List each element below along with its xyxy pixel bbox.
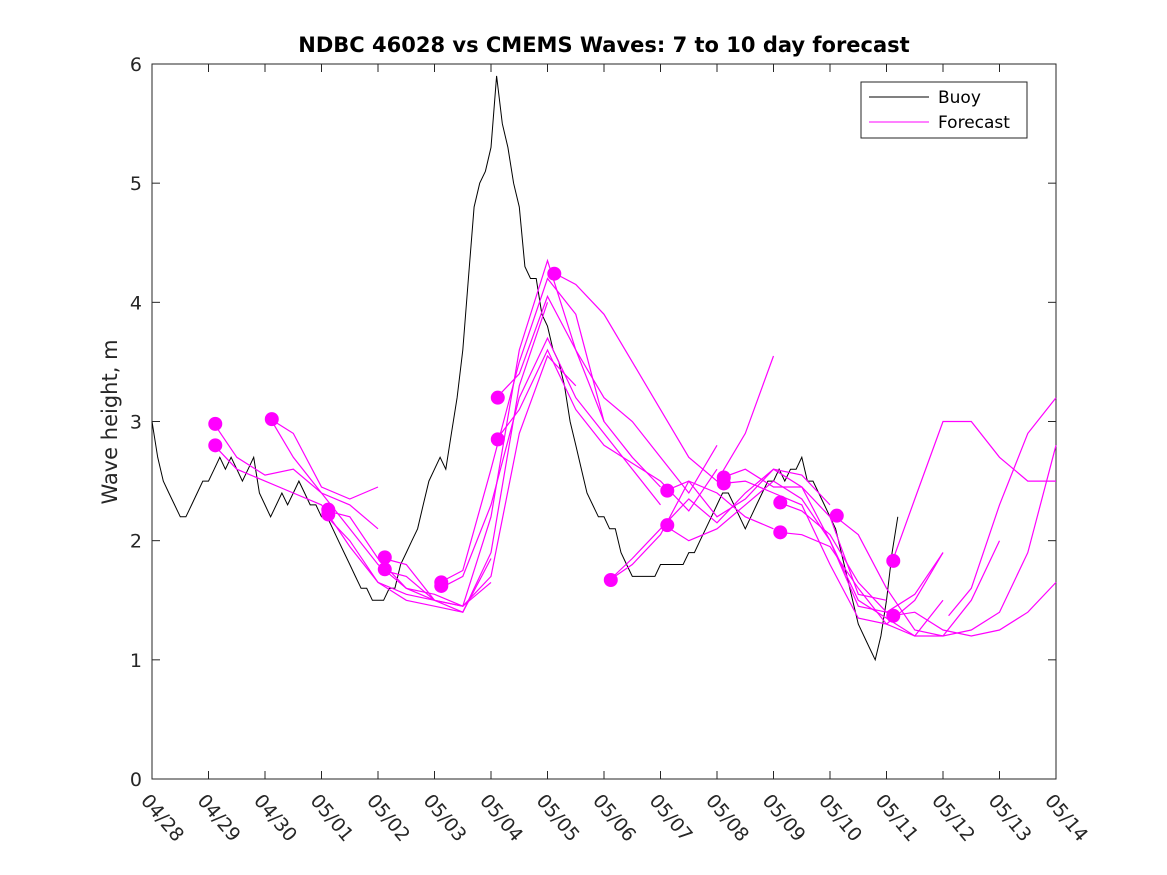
legend: Buoy Forecast — [860, 81, 1028, 139]
forecast-marker-point — [886, 608, 901, 623]
forecast-marker-point — [377, 562, 392, 577]
series-forecast-line-3 — [270, 418, 379, 500]
series-forecast-line-4 — [270, 418, 492, 613]
forecast-marker-point — [829, 508, 844, 523]
series-forecast-line-9 — [439, 277, 661, 583]
series-forecast-line-15 — [609, 468, 831, 581]
legend-box — [860, 81, 1028, 139]
chart-title: NDBC 46028 vs CMEMS Waves: 7 to 10 day f… — [298, 33, 909, 57]
series-forecast-line-1 — [213, 423, 379, 530]
y-tick-label: 6 — [130, 54, 142, 76]
forecast-marker-point — [773, 525, 788, 540]
forecast-marker-point — [434, 578, 449, 593]
forecast-marker-point — [660, 518, 675, 533]
forecast-marker-point — [377, 550, 392, 565]
forecast-marker-point — [886, 553, 901, 568]
series-forecast-line-24 — [892, 581, 1057, 637]
y-tick-label: 5 — [130, 173, 142, 195]
series-forecast-line-22 — [835, 445, 1057, 637]
forecast-marker-point — [660, 483, 675, 498]
series-forecast-line-11 — [496, 294, 718, 495]
series-forecast-line-13 — [552, 271, 775, 483]
legend-label-buoy: Buoy — [938, 88, 981, 108]
y-tick-label: 4 — [130, 292, 142, 314]
forecast-marker-point — [490, 432, 505, 447]
series-forecast-line-12 — [496, 348, 718, 512]
y-axis-label: Wave height, m — [98, 339, 122, 504]
series-forecast-line-2 — [213, 444, 435, 601]
series-forecast-line-23 — [891, 420, 1056, 563]
forecast-marker-point — [773, 495, 788, 510]
y-tick-label: 2 — [130, 531, 142, 553]
series-layer — [151, 75, 1057, 662]
y-tick-label: 1 — [130, 650, 142, 672]
forecast-marker-point — [321, 507, 336, 522]
series-forecast-line-18 — [722, 468, 944, 637]
y-tick-label: 3 — [130, 412, 142, 434]
series-forecast-line-8 — [383, 258, 605, 607]
series-forecast-line-6 — [326, 302, 549, 613]
series-forecast-line-25 — [948, 397, 1057, 617]
series-forecast-line-20 — [778, 501, 944, 613]
series-forecast-line-19 — [722, 480, 944, 625]
series-forecast-line-21 — [779, 531, 1001, 637]
forecast-marker-point — [603, 572, 618, 587]
series-forecast-line-17 — [665, 480, 887, 613]
forecast-marker-point — [490, 390, 505, 405]
y-tick-label: 0 — [130, 769, 142, 791]
legend-label-forecast: Forecast — [938, 113, 1010, 133]
forecast-marker-point — [547, 266, 562, 281]
forecast-marker-point — [208, 416, 223, 431]
series-forecast-line-7 — [383, 354, 577, 607]
forecast-marker-point — [716, 476, 731, 491]
series-forecast-line-16 — [665, 468, 887, 601]
forecast-marker-point — [208, 438, 223, 453]
forecast-marker-point — [264, 412, 279, 427]
